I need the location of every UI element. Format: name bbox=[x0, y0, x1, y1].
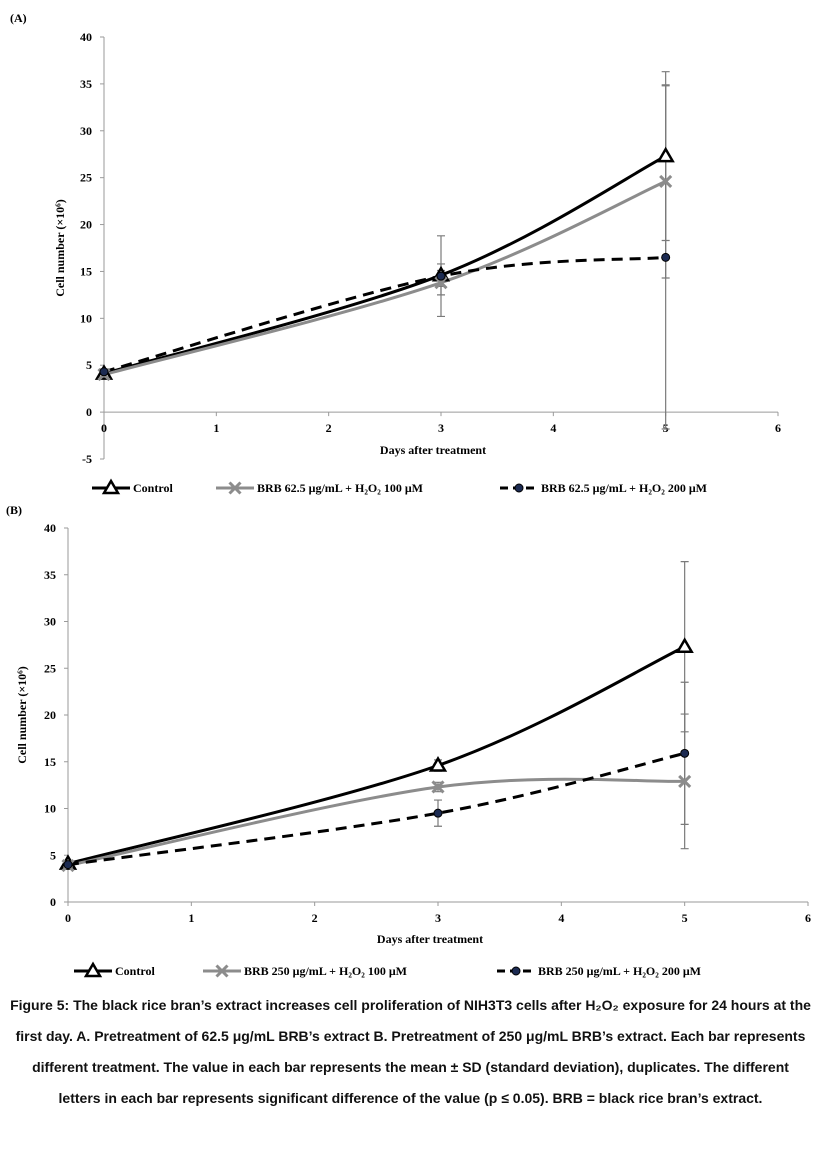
x-axis-label: Days after treatment bbox=[377, 932, 483, 946]
data-point-series-2 bbox=[659, 174, 673, 188]
legend-label: BRB 62.5 μg/mL + H₂O₂ 200 μM bbox=[541, 481, 707, 495]
data-point-series-2 bbox=[431, 780, 445, 794]
x-axis-label: Days after treatment bbox=[380, 443, 486, 457]
legend-swatch-marker bbox=[228, 481, 242, 495]
series-line-2 bbox=[103, 180, 667, 377]
y-tick-label: 20 bbox=[80, 218, 92, 232]
data-point-series-2 bbox=[434, 276, 448, 290]
y-tick-label: 0 bbox=[50, 895, 56, 909]
x-tick-label: 0 bbox=[101, 421, 107, 435]
y-axis-label: Cell number (×10⁶) bbox=[53, 199, 67, 297]
x-tick-label: 0 bbox=[65, 911, 71, 925]
data-point-series-1 bbox=[656, 146, 675, 163]
data-point-series-2 bbox=[678, 774, 692, 788]
y-tick-label: 15 bbox=[44, 755, 56, 769]
series-line-1 bbox=[103, 154, 667, 376]
legend-swatch-marker bbox=[514, 483, 524, 493]
panel-label: (B) bbox=[6, 503, 22, 517]
y-tick-label: 10 bbox=[44, 802, 56, 816]
x-tick-label: 4 bbox=[558, 911, 564, 925]
data-point-series-1 bbox=[428, 756, 448, 772]
y-tick-label: 40 bbox=[80, 30, 92, 44]
y-tick-label: 30 bbox=[44, 615, 56, 629]
x-tick-label: 3 bbox=[438, 421, 444, 435]
x-tick-label: 2 bbox=[326, 421, 332, 435]
data-point-series-3 bbox=[63, 860, 73, 870]
legend-swatch-marker bbox=[215, 964, 229, 978]
y-tick-label: 15 bbox=[80, 264, 92, 278]
y-axis-label: Cell number (×10⁶) bbox=[15, 666, 29, 764]
x-tick-label: 6 bbox=[805, 911, 811, 925]
series-line-1 bbox=[67, 645, 686, 866]
y-tick-label: 20 bbox=[44, 708, 56, 722]
data-point-series-3 bbox=[661, 252, 671, 262]
x-tick-label: 4 bbox=[550, 421, 556, 435]
legend-swatch-marker bbox=[101, 478, 121, 495]
panel-label: (A) bbox=[10, 11, 27, 25]
x-tick-label: 1 bbox=[188, 911, 194, 925]
data-point-series-3 bbox=[99, 367, 109, 377]
y-tick-label: 35 bbox=[80, 77, 92, 91]
x-tick-label: 5 bbox=[682, 911, 688, 925]
legend-swatch-marker bbox=[83, 961, 103, 978]
y-tick-label: 40 bbox=[44, 521, 56, 535]
legend-label: BRB 62.5 μg/mL + H₂O₂ 100 μM bbox=[257, 481, 423, 495]
x-tick-label: 3 bbox=[435, 911, 441, 925]
y-tick-label: 0 bbox=[86, 405, 92, 419]
x-tick-label: 6 bbox=[775, 421, 781, 435]
legend-swatch-marker bbox=[511, 966, 521, 976]
y-tick-label: 35 bbox=[44, 568, 56, 582]
data-point-series-3 bbox=[433, 808, 443, 818]
data-point-series-3 bbox=[680, 748, 690, 758]
y-tick-label: 25 bbox=[44, 661, 56, 675]
y-tick-label: -5 bbox=[82, 452, 92, 466]
series-line-3 bbox=[67, 751, 686, 867]
series-line-3 bbox=[103, 255, 666, 374]
series-line-2 bbox=[67, 777, 685, 868]
figure-caption: Figure 5: The black rice bran’s extract … bbox=[10, 997, 811, 1106]
y-tick-label: 10 bbox=[80, 311, 92, 325]
y-tick-label: 5 bbox=[86, 358, 92, 372]
y-tick-label: 5 bbox=[50, 848, 56, 862]
data-point-series-1 bbox=[675, 637, 694, 653]
legend-label: BRB 250 μg/mL + H₂O₂ 200 μM bbox=[538, 964, 701, 978]
data-point-series-3 bbox=[436, 271, 446, 281]
legend-label: Control bbox=[115, 964, 155, 978]
x-tick-label: 1 bbox=[213, 421, 219, 435]
y-tick-label: 25 bbox=[80, 171, 92, 185]
legend-label: BRB 250 μg/mL + H₂O₂ 100 μM bbox=[244, 964, 407, 978]
y-tick-label: 30 bbox=[80, 124, 92, 138]
legend-label: Control bbox=[133, 481, 173, 495]
panel-b: (B) 0 5 10 15 20 25 30 35 40 0 1 2 3 4 5 6 Days after tre… bbox=[6, 503, 811, 978]
x-tick-label: 2 bbox=[312, 911, 318, 925]
